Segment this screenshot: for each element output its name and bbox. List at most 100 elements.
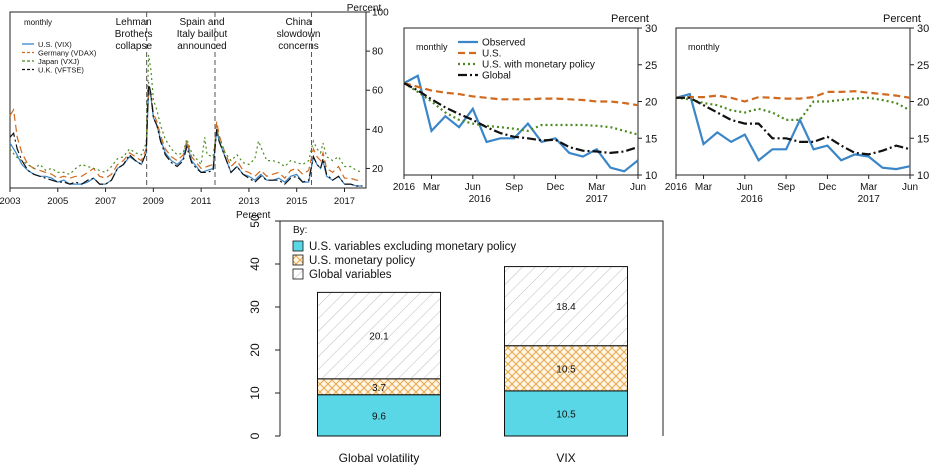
legend-label: U.K. (VFTSE) [38, 65, 84, 74]
event-label: Lehman [116, 17, 152, 28]
bar-segment [504, 266, 628, 347]
y-axis-label: Percent [883, 13, 921, 25]
x-tick-label: 2011 [191, 196, 211, 207]
legend-label: Observed [482, 38, 525, 49]
legend-label: U.S. monetary policy [309, 255, 415, 267]
event-label: China [285, 17, 312, 28]
legend-label: U.S. variables excluding monetary policy [309, 241, 516, 253]
x-tick-label: Dec [547, 182, 565, 193]
x-tick-label: 2003 [0, 196, 21, 207]
legend-label: Germany (VDAX) [38, 48, 97, 57]
legend-label: U.S. with monetary policy [482, 60, 595, 71]
x-tick-label: Dec [819, 182, 837, 193]
series-line [675, 96, 911, 121]
event-label: Italy bailout [177, 29, 228, 40]
event-label: Spain and [179, 17, 224, 28]
event-label: slowdown [277, 29, 321, 40]
series-line [9, 86, 363, 181]
bar-value-label: 20.1 [369, 332, 389, 343]
bar-segment [504, 390, 628, 437]
x-tick-label: Jun [902, 182, 918, 193]
x-year-label: 2017 [858, 194, 881, 205]
bar-value-label: 10.5 [556, 409, 576, 420]
x-tick-label: Mar [588, 182, 606, 193]
series-line [9, 90, 363, 187]
x-tick-label: 2016 [665, 182, 688, 193]
legend-label: Global variables [309, 269, 392, 281]
series-line [675, 90, 911, 103]
legend-label: Global [482, 71, 511, 82]
series-line [676, 96, 911, 156]
x-tick-label: 2005 [47, 196, 68, 207]
y-tick-label: 15 [645, 133, 657, 145]
x-tick-label: Jun [465, 182, 481, 193]
x-tick-label: Mar [695, 182, 713, 193]
y-tick-label: 20 [372, 164, 384, 175]
monthly-tag: monthly [416, 42, 448, 52]
category-label: VIX [556, 451, 575, 465]
monthly-tag: monthly [24, 18, 52, 27]
plot-frame [280, 220, 664, 436]
category-label: Global volatility [339, 451, 420, 465]
y-tick-label: 30 [917, 23, 929, 35]
y-tick-label: 20 [645, 97, 657, 109]
x-tick-label: 2017 [334, 196, 355, 207]
legend-title: By: [293, 225, 307, 236]
y-tick-label: 10 [917, 170, 929, 182]
y-tick-label: 25 [917, 60, 929, 72]
y-axis-label: Percent [236, 210, 271, 221]
legend-label: Japan (VXJ) [38, 57, 80, 66]
x-tick-label: Jun [630, 182, 646, 193]
legend-swatch [292, 240, 304, 252]
y-tick-label: 20 [248, 343, 262, 357]
legend-swatch [292, 254, 304, 266]
y-tick-label: 80 [372, 47, 384, 58]
series-line [9, 82, 363, 187]
y-tick-label: 100 [372, 8, 389, 19]
series-line [403, 82, 639, 107]
x-tick-label: 2016 [393, 182, 416, 193]
event-label: Brothers [115, 29, 153, 40]
y-tick-label: 30 [248, 300, 262, 314]
bar-value-label: 3.7 [372, 383, 386, 394]
x-tick-label: Sep [505, 182, 523, 193]
y-tick-label: 15 [917, 133, 929, 145]
y-tick-label: 50 [248, 214, 262, 228]
y-tick-label: 10 [645, 170, 657, 182]
bar-value-label: 18.4 [556, 302, 576, 313]
monthly-tag: monthly [688, 42, 720, 52]
y-tick-label: 30 [645, 23, 657, 35]
event-label: concerns [278, 41, 319, 52]
x-tick-label: Mar [423, 182, 441, 193]
series-line [675, 92, 911, 171]
y-tick-label: 10 [248, 386, 262, 400]
x-tick-label: Mar [860, 182, 878, 193]
x-year-label: 2016 [469, 194, 492, 205]
x-tick-label: 2007 [95, 196, 116, 207]
legend-label: U.S. (VIX) [38, 40, 72, 49]
y-tick-label: 40 [248, 257, 262, 271]
plot-frame [9, 11, 367, 189]
event-label: collapse [115, 41, 152, 52]
legend-swatch [292, 268, 304, 280]
series-line [403, 74, 639, 173]
y-tick-label: 0 [248, 432, 262, 439]
x-tick-label: 2015 [286, 196, 307, 207]
x-tick-label: Jun [737, 182, 753, 193]
y-tick-label: 20 [917, 97, 929, 109]
x-tick-label: Sep [777, 182, 795, 193]
bar-value-label: 10.5 [556, 364, 576, 375]
x-year-label: 2017 [586, 194, 609, 205]
y-tick-label: 25 [645, 60, 657, 72]
x-tick-label: 2013 [238, 196, 259, 207]
y-tick-label: 60 [372, 86, 384, 97]
y-axis-label: Percent [347, 3, 382, 14]
y-axis-label: Percent [611, 13, 649, 25]
y-tick-label: 40 [372, 125, 384, 136]
x-year-label: 2016 [741, 194, 764, 205]
